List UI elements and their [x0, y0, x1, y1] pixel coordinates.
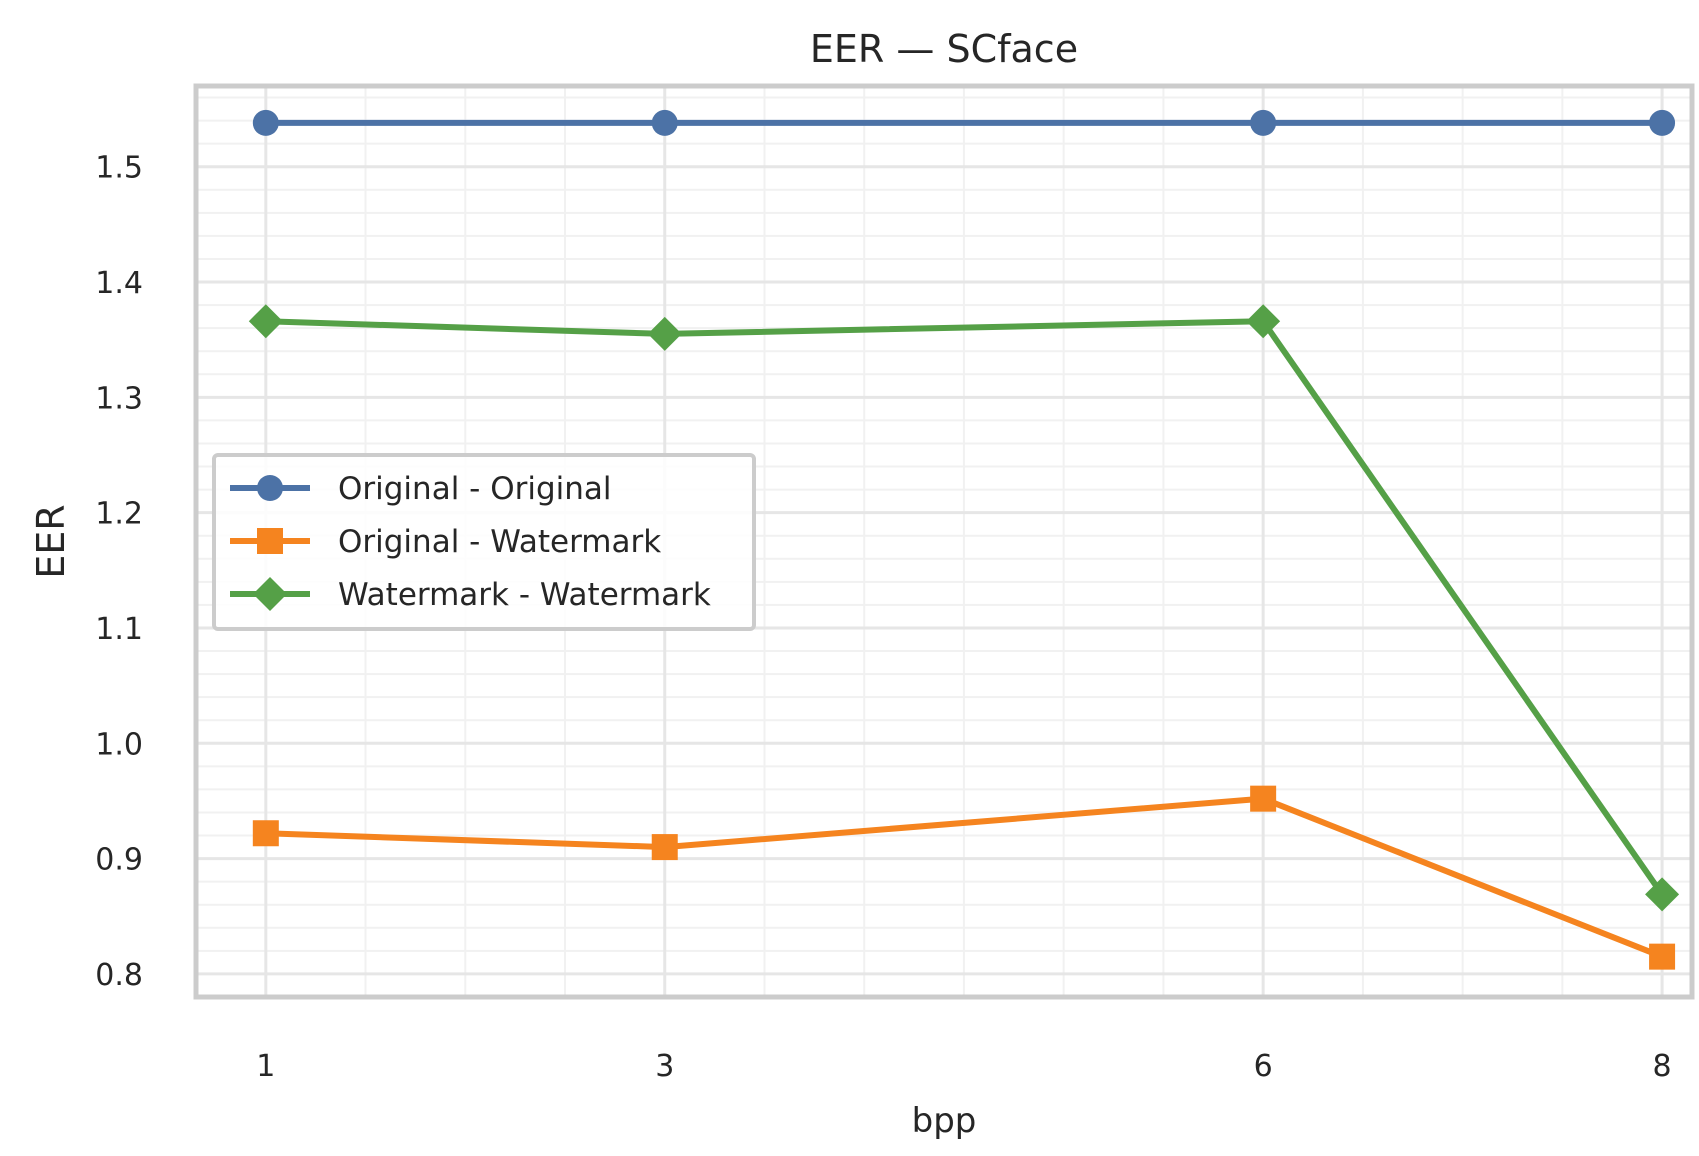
data-point: [1246, 304, 1281, 339]
x-tick-labels: 1 3 6 8: [256, 1049, 1671, 1084]
data-point: [1250, 109, 1277, 136]
legend-label: Watermark - Watermark: [338, 577, 711, 613]
series-line: [265, 795, 1664, 960]
y-tick-label: 1.0: [95, 727, 143, 762]
data-point: [651, 109, 678, 136]
series-3: [248, 304, 1680, 912]
legend-marker: [253, 577, 287, 611]
data-point: [252, 109, 279, 136]
data-point: [1649, 109, 1676, 136]
x-tick-label: 8: [1653, 1049, 1672, 1084]
data-point: [248, 304, 283, 339]
legend-entry: Watermark - Watermark: [230, 577, 711, 613]
data-point: [1250, 785, 1277, 812]
legend-entry: Original - Watermark: [230, 524, 661, 560]
legend-label: Original - Watermark: [338, 524, 661, 560]
x-tick-label: 1: [256, 1049, 275, 1084]
y-axis-label: EER: [29, 504, 73, 578]
data-point: [651, 834, 678, 861]
y-tick-label: 1.1: [95, 612, 143, 647]
legend-marker: [257, 528, 283, 554]
data-point: [647, 316, 682, 351]
y-tick-label: 1.4: [95, 266, 143, 301]
x-tick-label: 6: [1254, 1049, 1273, 1084]
y-tick-label: 0.9: [95, 843, 143, 878]
y-tick-label: 1.3: [95, 381, 143, 416]
series-line: [265, 318, 1665, 897]
legend-box: [212, 453, 756, 631]
data-point: [1649, 943, 1676, 970]
data-point: [252, 820, 279, 847]
data-point: [1645, 877, 1680, 912]
plot-frame: [193, 83, 1695, 1000]
legend: Original - Original Original - Watermark W…: [212, 453, 756, 631]
legend-label: Original - Original: [338, 471, 612, 507]
series-layer: [248, 109, 1680, 970]
y-tick-label: 1.2: [95, 497, 143, 532]
legend-marker: [257, 475, 283, 501]
y-tick-labels: 0.8 0.9 1.0 1.1 1.2 1.3 1.4 1.5: [95, 151, 143, 993]
series-1: [252, 109, 1676, 136]
legend-entry: Original - Original: [230, 471, 612, 507]
x-tick-label: 3: [655, 1049, 674, 1084]
series-2: [252, 785, 1676, 970]
y-tick-label: 1.5: [95, 151, 143, 186]
chart-title: EER — SCface: [810, 27, 1078, 71]
y-tick-label: 0.8: [95, 958, 143, 993]
x-axis-label: bpp: [912, 1101, 977, 1141]
